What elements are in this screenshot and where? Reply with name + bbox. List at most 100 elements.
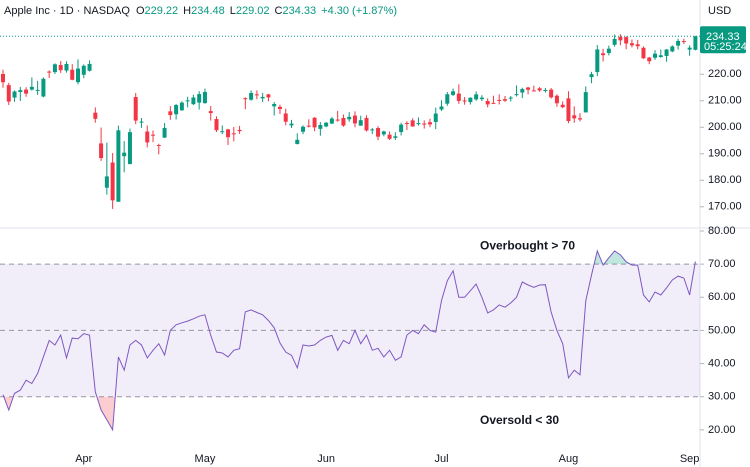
candle-body	[479, 97, 484, 100]
candle-body	[76, 68, 81, 83]
candle-body	[352, 115, 357, 124]
candle-body	[289, 123, 294, 126]
candle-body	[468, 97, 473, 103]
candle-body	[485, 101, 490, 105]
y-tick-label: 190.00	[708, 148, 742, 160]
x-tick-label: May	[195, 453, 216, 465]
candle-body	[133, 97, 138, 121]
candle-body	[151, 134, 156, 136]
candle-body	[335, 119, 340, 121]
candle-body	[381, 131, 386, 135]
candle-body	[197, 94, 202, 103]
y-tick-label: 210.00	[708, 95, 742, 107]
ohlc-label: H	[183, 5, 191, 17]
ohlc-label: L	[230, 5, 236, 17]
candle-body	[99, 143, 104, 159]
candle-body	[422, 123, 427, 125]
candle-body	[462, 100, 467, 102]
currency: USD	[708, 5, 731, 17]
y-tick-label: 60.00	[708, 291, 736, 303]
candle-body	[162, 127, 167, 138]
candle-body	[156, 145, 161, 147]
y-tick-label: 50.00	[708, 324, 736, 336]
ohlc-label: C	[275, 5, 283, 17]
candle-body	[658, 55, 663, 57]
oversold-fill	[3, 396, 116, 430]
candle-body	[110, 162, 115, 201]
candle-body	[41, 78, 46, 97]
candle-body	[116, 130, 121, 202]
candle-body	[254, 94, 259, 96]
y-tick-label: 200.00	[708, 121, 742, 133]
candle-body	[502, 99, 507, 101]
candle-body	[191, 97, 196, 105]
candle-body	[272, 103, 277, 107]
candle-body	[618, 36, 623, 41]
candle-body	[70, 69, 75, 80]
candle-body	[537, 88, 542, 91]
candle-body	[514, 94, 519, 96]
candle-body	[318, 125, 323, 129]
x-tick-label: Jun	[317, 453, 335, 465]
header: Apple Inc · 1D · NASDAQ O229.22 H234.48 L22…	[4, 5, 397, 17]
candle-body	[231, 133, 236, 135]
candle-body	[47, 71, 52, 73]
candle-body	[664, 49, 669, 56]
candle-body	[543, 90, 548, 92]
y-tick-label: 220.00	[708, 68, 742, 80]
candle-body	[554, 95, 559, 104]
candle-body	[220, 131, 225, 133]
candle-body	[341, 117, 346, 126]
candle-body	[653, 53, 658, 58]
last-price-box	[700, 26, 746, 54]
candle-body	[393, 136, 398, 138]
rsi-pane: Overbought > 70 Oversold < 30	[0, 238, 700, 432]
countdown: 05:25:24	[704, 41, 747, 53]
candle-body	[572, 115, 577, 119]
candle-body	[439, 106, 444, 110]
candle-body	[122, 152, 127, 157]
candle-body	[433, 113, 438, 122]
candle-body	[266, 94, 271, 98]
candle-body	[87, 63, 92, 71]
candle-body	[260, 96, 265, 99]
candle-body	[1, 73, 5, 83]
candle-body	[549, 89, 554, 98]
candle-body	[29, 86, 34, 90]
x-tick-label: Jul	[434, 453, 448, 465]
candle-body	[370, 129, 375, 131]
x-tick-label: Sep	[680, 453, 700, 465]
candle-body	[693, 36, 698, 50]
overbought-fill	[594, 250, 696, 265]
candle-body	[139, 121, 144, 123]
candle-body	[531, 90, 536, 92]
candle-body	[185, 100, 190, 102]
candle-body	[214, 119, 219, 131]
candle-body	[35, 89, 40, 91]
candle-body	[497, 99, 502, 101]
overbought-label: Overbought > 70	[480, 238, 575, 252]
candle-body	[629, 43, 634, 46]
candle-body	[687, 47, 692, 50]
candle-body	[583, 92, 588, 113]
candle-body	[589, 74, 594, 78]
candle-body	[24, 89, 29, 94]
candle-body	[208, 111, 213, 114]
candle-body	[324, 122, 329, 127]
candle-body	[202, 91, 207, 104]
candle-body	[301, 126, 306, 132]
candle-body	[566, 98, 571, 121]
candle-body	[52, 64, 57, 73]
candle-body	[410, 120, 415, 127]
candle-body	[243, 98, 248, 100]
candle-body	[306, 125, 311, 127]
symbol: Apple Inc · 1D · NASDAQ	[4, 5, 130, 17]
candle-body	[145, 131, 150, 143]
candle-body	[81, 65, 86, 75]
last-price-label: 234.33	[706, 31, 740, 43]
candle-body	[64, 64, 69, 71]
y-tick-label: 30.00	[708, 391, 736, 403]
candle-body	[58, 64, 63, 71]
candle-body	[18, 90, 23, 92]
